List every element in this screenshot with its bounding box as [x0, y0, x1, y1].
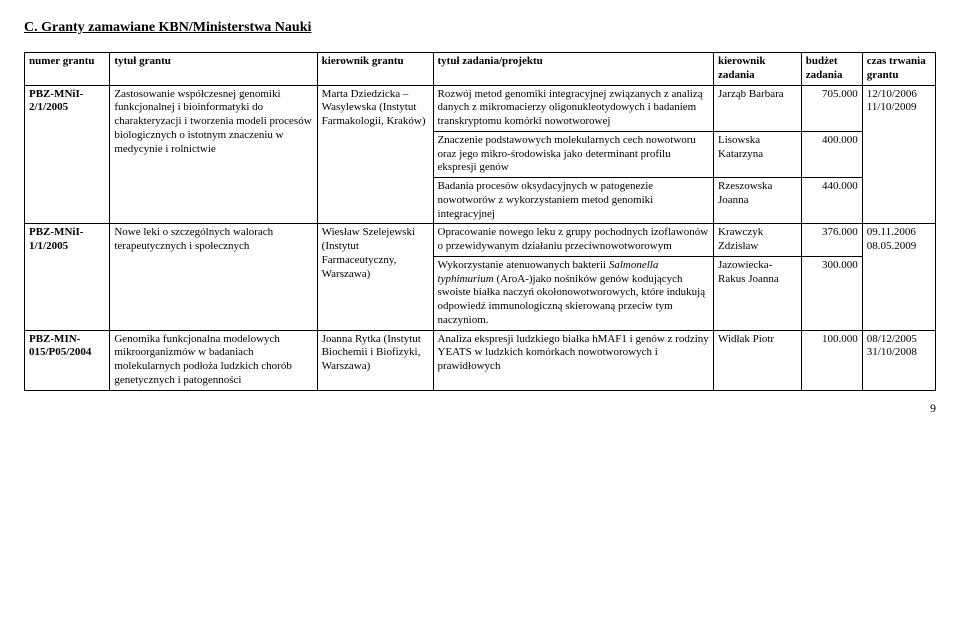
cell-zadanie: Wykorzystanie atenuowanych bakterii Salm…	[433, 256, 713, 330]
th-budzet: budżet zadania	[801, 53, 862, 86]
table-row: PBZ-MIN-015/P05/2004 Genomika funkcjonal…	[25, 330, 936, 390]
cell-tytul: Nowe leki o szczególnych walorach terape…	[110, 224, 317, 330]
cell-zadanie: Analiza ekspresji ludzkiego białka hMAF1…	[433, 330, 713, 390]
cell-budzet: 705.000	[801, 85, 862, 131]
cell-czas: 08/12/2005 31/10/2008	[862, 330, 935, 390]
cell-kz: Krawczyk Zdzisław	[714, 224, 802, 257]
page-number: 9	[24, 401, 936, 416]
table-row: PBZ-MNiI-1/1/2005 Nowe leki o szczególny…	[25, 224, 936, 257]
cell-tytul: Genomika funkcjonalna modelowych mikroor…	[110, 330, 317, 390]
cell-kierownik: Marta Dziedzicka – Wasylewska (Instytut …	[317, 85, 433, 224]
cell-zadanie: Badania procesów oksydacyjnych w patogen…	[433, 178, 713, 224]
cell-kz: Jazowiecka-Rakus Joanna	[714, 256, 802, 330]
th-kierownik: kierownik grantu	[317, 53, 433, 86]
cell-zadanie: Znaczenie podstawowych molekularnych cec…	[433, 131, 713, 177]
cell-kierownik: Wiesław Szelejewski (Instytut Farmaceuty…	[317, 224, 433, 330]
cell-numer: PBZ-MIN-015/P05/2004	[25, 330, 110, 390]
th-numer: numer grantu	[25, 53, 110, 86]
cell-czas: 09.11.2006 08.05.2009	[862, 224, 935, 330]
cell-zadanie: Rozwój metod genomiki integracyjnej zwią…	[433, 85, 713, 131]
table-row: PBZ-MNiI-2/1/2005 Zastosowanie współczes…	[25, 85, 936, 131]
th-czas: czas trwania grantu	[862, 53, 935, 86]
cell-kz: Widłak Piotr	[714, 330, 802, 390]
cell-numer: PBZ-MNiI-2/1/2005	[25, 85, 110, 224]
th-kierownik-zad: kierownik zadania	[714, 53, 802, 86]
header-row: numer grantu tytuł grantu kierownik gran…	[25, 53, 936, 86]
cell-kz: Jarząb Barbara	[714, 85, 802, 131]
th-tytul: tytuł grantu	[110, 53, 317, 86]
cell-zadanie: Opracowanie nowego leku z grupy pochodny…	[433, 224, 713, 257]
grants-table: numer grantu tytuł grantu kierownik gran…	[24, 52, 936, 391]
cell-budzet: 440.000	[801, 178, 862, 224]
cell-kz: Rzeszowska Joanna	[714, 178, 802, 224]
cell-tytul: Zastosowanie współczesnej genomiki funkc…	[110, 85, 317, 224]
cell-budzet: 100.000	[801, 330, 862, 390]
cell-numer: PBZ-MNiI-1/1/2005	[25, 224, 110, 330]
cell-kierownik: Joanna Rytka (Instytut Biochemii i Biofi…	[317, 330, 433, 390]
section-title: C. Granty zamawiane KBN/Ministerstwa Nau…	[24, 20, 936, 36]
cell-czas: 12/10/2006 11/10/2009	[862, 85, 935, 224]
th-zadanie: tytuł zadania/projektu	[433, 53, 713, 86]
cell-kz: Lisowska Katarzyna	[714, 131, 802, 177]
cell-budzet: 376.000	[801, 224, 862, 257]
cell-budzet: 400.000	[801, 131, 862, 177]
cell-budzet: 300.000	[801, 256, 862, 330]
